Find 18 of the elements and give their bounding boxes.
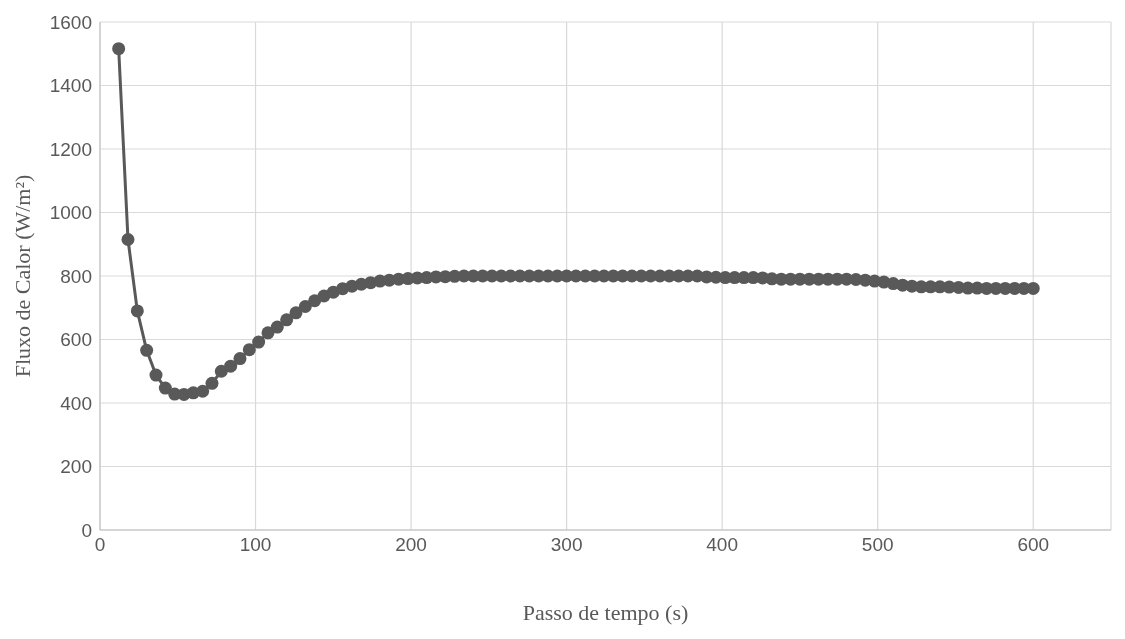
y-tick-label: 200 <box>60 456 92 478</box>
y-axis-title: Fluxo de Calor (W/m²) <box>9 174 35 378</box>
y-tick-label: 1000 <box>49 202 92 224</box>
y-tick-label: 1400 <box>49 75 92 97</box>
x-tick-label: 200 <box>395 534 427 556</box>
x-tick-label: 600 <box>1017 534 1050 556</box>
y-tick-label: 0 <box>81 519 92 541</box>
x-axis-title: Passo de tempo (s) <box>522 599 689 625</box>
x-tick-label: 100 <box>239 534 272 556</box>
y-tick-label: 600 <box>60 329 92 351</box>
x-tick-label: 500 <box>861 534 894 556</box>
x-tick-label: 300 <box>550 534 583 556</box>
y-tick-label: 1600 <box>49 11 92 33</box>
y-tick-label: 1200 <box>49 138 92 160</box>
x-tick-label: 400 <box>706 534 739 556</box>
x-tick-label: 0 <box>94 534 106 556</box>
y-tick-label: 400 <box>60 392 92 414</box>
y-tick-label: 800 <box>60 265 92 287</box>
